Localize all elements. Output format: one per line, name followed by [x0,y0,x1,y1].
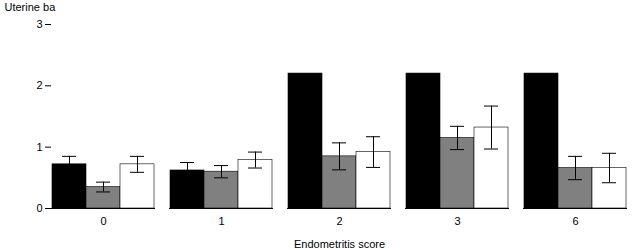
svg-text:2: 2 [36,79,42,91]
svg-text:3: 3 [454,215,460,227]
svg-text:1: 1 [218,215,224,227]
svg-text:2: 2 [336,215,342,227]
svg-text:6: 6 [572,215,578,227]
svg-text:Endometritis score: Endometritis score [294,238,385,250]
svg-text:0: 0 [100,215,106,227]
svg-text:0: 0 [36,202,42,214]
svg-text:Uterine ba: Uterine ba [5,1,57,13]
svg-text:3: 3 [36,18,42,30]
svg-text:1: 1 [36,141,42,153]
